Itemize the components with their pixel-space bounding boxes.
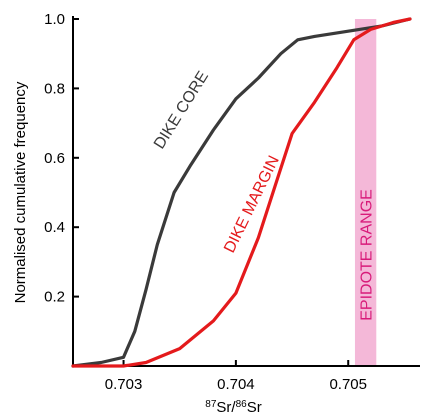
dike-margin-line [71, 17, 412, 368]
band-layer [354, 19, 377, 366]
x-axis-label-text: Sr/ [216, 399, 236, 416]
x-tick-label: 0.705 [329, 376, 367, 393]
x-tick-label: 0.704 [217, 376, 255, 393]
x-axis-label: 87Sr/86Sr [205, 399, 261, 417]
dike-core-label: DIKE CORE [151, 68, 212, 152]
x-axis-label-text: Sr [247, 399, 262, 416]
y-tick-label: 0.2 [44, 289, 65, 306]
series-layer [71, 17, 412, 368]
x-tick-label: 0.703 [105, 376, 143, 393]
epidote-range-band [354, 19, 377, 366]
y-tick-label: 1.0 [44, 11, 65, 28]
text-layer: 0.2 0.4 0.6 0.8 1.0 0.703 0.704 0.705 DIKE CORED… [12, 11, 376, 416]
y-tick-label: 0.8 [44, 80, 65, 97]
dike-core-line [71, 17, 412, 368]
y-axis-label: Normalised cumulative frequency [12, 81, 29, 303]
y-tick-label: 0.4 [44, 219, 65, 236]
epidote-range-label: EPIDOTE RANGE [359, 189, 376, 321]
x-axis-label-superscript: 86 [236, 399, 248, 410]
x-axis-label-superscript: 87 [205, 399, 217, 410]
dike-margin-label: DIKE MARGIN [221, 153, 283, 256]
y-tick-label: 0.6 [44, 150, 65, 167]
